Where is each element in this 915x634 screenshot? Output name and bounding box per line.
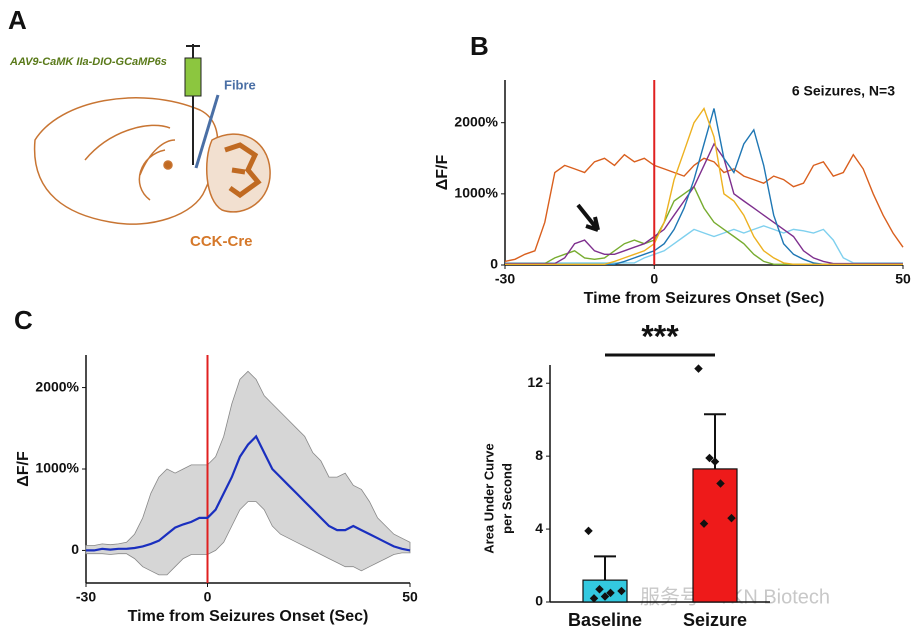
y-axis-label: per Second (499, 463, 514, 534)
y-tick-label: 4 (535, 520, 543, 536)
series-line (504, 153, 904, 263)
virus-label: AAV9-CaMK IIa-DIO-GCaMP6s (9, 56, 167, 68)
data-point (727, 513, 736, 523)
arrow (576, 203, 600, 232)
series-line (505, 142, 903, 265)
y-tick-label: 2000% (35, 378, 79, 394)
data-point (600, 592, 610, 601)
y-axis-label: ΔF/F (15, 451, 32, 487)
y-tick-label: 1000% (35, 460, 79, 476)
x-axis-label: Time from Seizures Onset (Sec) (128, 608, 369, 625)
annotation: 6 Seizures, N=3 (792, 83, 895, 99)
x-tick-label: -30 (495, 271, 515, 287)
data-point (595, 584, 604, 594)
x-tick-label: 0 (650, 271, 658, 287)
data-point (705, 453, 714, 463)
y-tick-label: 12 (527, 374, 543, 390)
y-tick-label: 8 (535, 447, 543, 463)
bar (692, 468, 738, 603)
syringe (184, 44, 202, 165)
data-point (716, 479, 725, 488)
error-bar (594, 555, 616, 581)
y-tick-label: 2000% (454, 113, 498, 129)
y-tick-label: 0 (490, 256, 498, 272)
data-point (606, 588, 615, 598)
data-point (699, 519, 709, 528)
data-point (694, 364, 703, 373)
x-tick-label: 50 (895, 271, 911, 287)
series-line (505, 108, 903, 265)
y-axis-label: Area Under Curve (481, 443, 496, 554)
fibre (194, 94, 220, 169)
panel-letter: A (8, 5, 27, 35)
panel-letter: C (14, 305, 33, 335)
data-point (584, 526, 593, 536)
x-tick-label: 0 (204, 589, 212, 605)
x-tick-label: -30 (76, 589, 96, 605)
series-line (505, 225, 903, 264)
data-point (589, 594, 599, 603)
mean-line (86, 434, 411, 552)
series-line (505, 106, 903, 265)
mouse-label: CCK-Cre (190, 233, 253, 250)
y-tick-label: 0 (71, 541, 79, 557)
x-tick-label: Baseline (568, 610, 642, 630)
fibre-label: Fibre (224, 77, 256, 92)
data-point (617, 586, 626, 596)
y-axis-label: ΔF/F (434, 155, 451, 191)
series-line (505, 185, 903, 265)
data-point (710, 457, 720, 466)
y-tick-label: 0 (535, 593, 543, 609)
x-tick-label: Seizure (683, 610, 747, 630)
y-tick-label: 1000% (454, 185, 498, 201)
panel-letter: B (470, 31, 489, 61)
error-band (85, 370, 411, 576)
x-tick-label: 50 (402, 589, 418, 605)
x-axis-label: Time from Seizures Onset (Sec) (584, 290, 825, 307)
annotation: *** (641, 318, 679, 354)
brain-diagram (33, 97, 271, 225)
